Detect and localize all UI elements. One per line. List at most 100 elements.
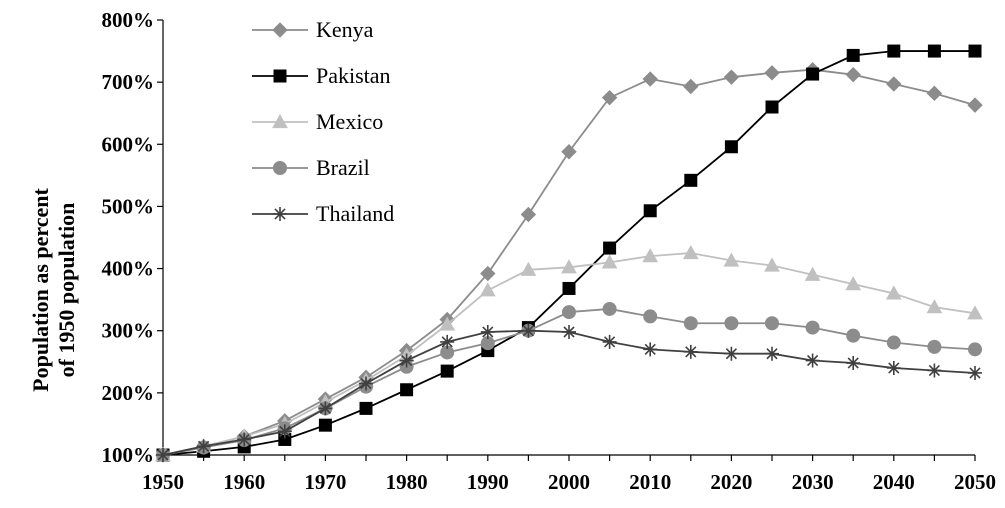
axes: 100% 200% 300% 400% 500% 600% 700% 800% 1950 1960… [102, 8, 997, 494]
series-layer [155, 44, 983, 463]
legend-label-thailand: Thailand [316, 201, 394, 226]
data-point-thailand [399, 353, 414, 368]
legend-label-pakistan: Pakistan [316, 63, 391, 88]
data-point-mexico [642, 248, 659, 263]
legend-item-pakistan: Pakistan [252, 63, 391, 88]
data-point-kenya [926, 85, 943, 102]
data-point-thailand [359, 376, 373, 391]
data-point-pakistan [603, 241, 617, 255]
data-point-pakistan [806, 67, 820, 81]
data-point-brazil [602, 301, 617, 316]
data-point-brazil [927, 339, 942, 354]
data-point-pakistan [440, 364, 454, 378]
data-point-thailand [724, 346, 739, 361]
data-point-pakistan [846, 48, 860, 62]
data-point-kenya [683, 78, 699, 95]
data-point-pakistan [318, 418, 332, 432]
legend-label-kenya: Kenya [316, 17, 374, 42]
data-point-pakistan [887, 44, 901, 58]
legend-item-brazil: Brazil [252, 155, 370, 180]
y-tick-label: 700% [102, 70, 155, 94]
x-tick-label: 2040 [873, 470, 915, 494]
y-tick-label: 400% [102, 257, 155, 281]
series-line-pakistan [162, 50, 975, 456]
legend-marker-mexico [272, 113, 288, 129]
data-point-thailand [643, 342, 658, 357]
data-point-mexico [439, 316, 456, 331]
data-point-kenya [886, 76, 902, 92]
data-point-mexico [723, 252, 740, 267]
data-point-kenya [845, 66, 861, 83]
x-tick-label: 2030 [792, 470, 834, 494]
data-point-brazil [683, 316, 698, 331]
data-point-kenya [642, 71, 658, 87]
legend-marker-pakistan [273, 69, 287, 83]
x-tick-label: 2000 [548, 470, 590, 494]
series-pakistan [156, 44, 982, 462]
legend-label-mexico: Mexico [316, 109, 383, 134]
data-point-thailand [480, 324, 495, 339]
data-point-mexico [804, 266, 821, 281]
legend-item-thailand: Thailand [252, 201, 394, 226]
data-point-mexico [885, 285, 902, 300]
data-point-brazil [805, 320, 820, 335]
data-point-thailand [196, 439, 211, 454]
data-point-kenya [723, 69, 740, 85]
data-point-thailand [886, 361, 901, 375]
data-point-brazil [886, 335, 901, 350]
data-point-kenya [520, 206, 537, 223]
data-point-thailand [765, 346, 779, 361]
data-point-thailand [927, 363, 942, 378]
x-tick-label: 2050 [954, 470, 996, 494]
data-point-pakistan [643, 204, 657, 218]
data-point-mexico [967, 305, 983, 320]
data-point-thailand [602, 334, 617, 349]
x-tick-label: 1960 [223, 470, 265, 494]
data-point-kenya [480, 265, 496, 282]
legend-marker-kenya [272, 22, 288, 38]
y-tick-label: 600% [102, 132, 155, 156]
legend-item-mexico: Mexico [252, 109, 383, 134]
data-point-thailand [683, 344, 698, 359]
legend-marker-thailand [273, 207, 287, 221]
data-point-mexico [682, 245, 699, 260]
x-tick-label: 1970 [304, 470, 346, 494]
y-axis-title-line2: of 1950 population [54, 203, 79, 378]
x-tick-label: 1990 [467, 470, 509, 494]
data-point-mexico [845, 276, 862, 291]
data-point-pakistan [562, 281, 576, 295]
data-point-pakistan [724, 140, 738, 154]
legend: Kenya Pakistan Mexico Brazil Thailand [252, 17, 394, 226]
data-point-pakistan [765, 100, 779, 114]
y-tick-label: 100% [102, 443, 155, 467]
y-tick-label: 200% [102, 381, 155, 405]
data-point-pakistan [359, 401, 373, 415]
legend-item-kenya: Kenya [252, 17, 374, 42]
data-point-pakistan [968, 44, 982, 58]
data-point-brazil [724, 316, 739, 331]
y-axis-title: Population as percent of 1950 population [28, 187, 79, 391]
x-tick-label: 1950 [142, 470, 184, 494]
data-point-mexico [479, 282, 496, 297]
data-point-brazil [562, 305, 576, 320]
data-point-brazil [846, 328, 861, 343]
data-point-kenya [764, 65, 780, 81]
y-tick-label: 800% [102, 8, 155, 32]
x-tick-label: 1980 [386, 470, 428, 494]
data-point-thailand [805, 353, 820, 368]
x-tick-label: 2010 [629, 470, 671, 494]
y-tick-label: 500% [102, 194, 155, 218]
legend-marker-brazil [273, 161, 287, 175]
series-thailand [156, 323, 982, 462]
data-point-thailand [156, 448, 170, 462]
x-tick-label: 2020 [710, 470, 752, 494]
data-point-pakistan [927, 44, 941, 58]
data-point-brazil [968, 342, 982, 357]
data-point-thailand [318, 401, 333, 416]
y-axis-title-line1: Population as percent [28, 187, 53, 391]
data-point-thailand [277, 424, 292, 439]
legend-label-brazil: Brazil [316, 155, 370, 180]
data-point-kenya [967, 97, 983, 113]
data-point-mexico [561, 259, 577, 274]
